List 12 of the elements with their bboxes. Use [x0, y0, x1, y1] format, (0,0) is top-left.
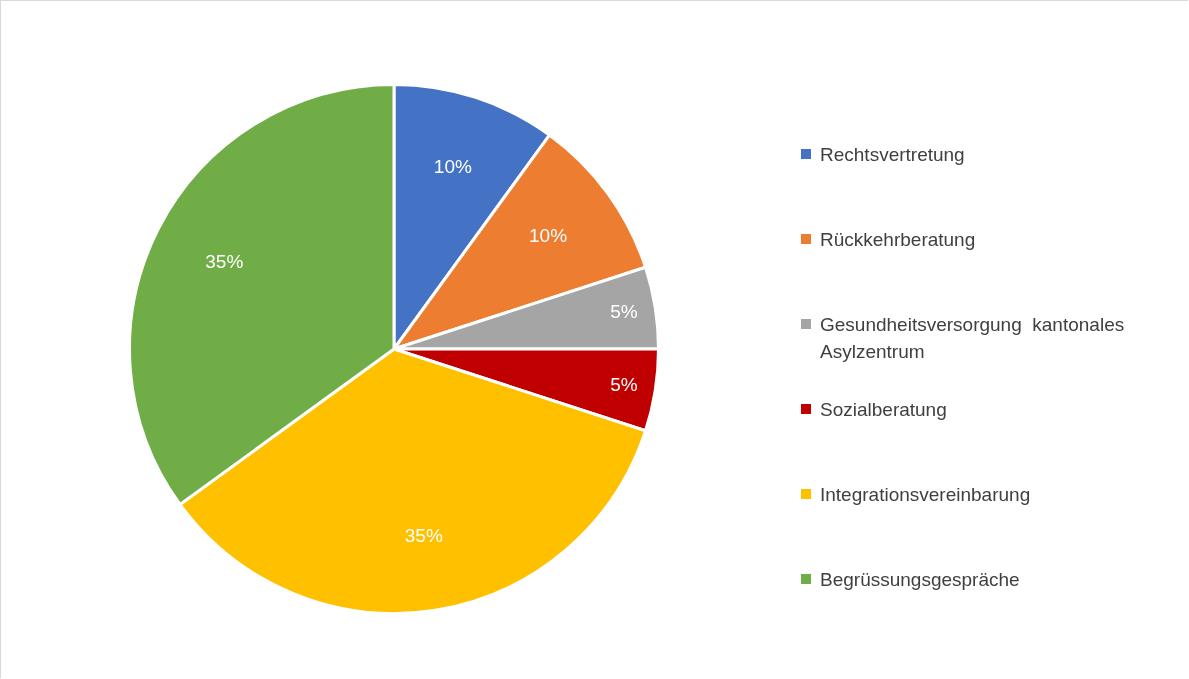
data-label: 5% — [610, 373, 638, 395]
data-label: 10% — [529, 225, 568, 247]
data-label: 35% — [404, 525, 443, 547]
legend-label: Rechtsvertretung — [820, 143, 965, 167]
legend-label: Begrüssungsgespräche — [820, 568, 1020, 592]
legend-label: Gesundheitsversorgung kantonales Asylzentrum — [820, 313, 1126, 364]
legend-label: Integrationsvereinbarung — [820, 483, 1031, 507]
legend-label: Sozialberatung — [820, 398, 947, 422]
data-label: 35% — [205, 250, 244, 272]
data-label: 5% — [610, 300, 638, 322]
data-label: 10% — [433, 156, 472, 178]
legend-label: Rückkehrberatung — [820, 228, 976, 252]
